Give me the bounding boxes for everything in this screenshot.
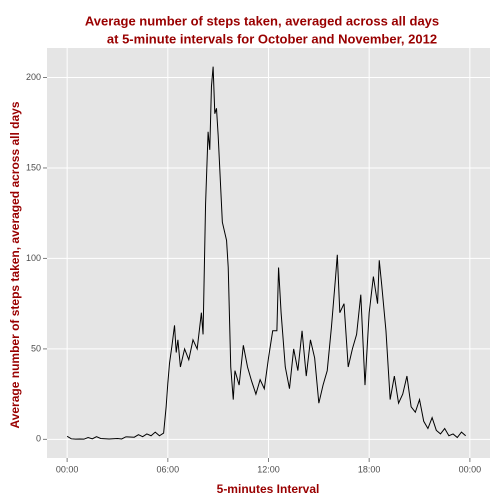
line — [66, 66, 466, 440]
chart-title: Average number of steps taken, averaged … — [85, 13, 439, 28]
y-tick-label: 100 — [26, 253, 41, 263]
x-tick-label: 06:00 — [157, 464, 180, 474]
y-tick-label: 0 — [36, 434, 41, 444]
y-tick-label: 150 — [26, 162, 41, 172]
x-tick-label: 00:00 — [56, 464, 79, 474]
y-axis-label: Average number of steps taken, averaged … — [8, 101, 22, 428]
x-tick-label: 12:00 — [257, 464, 280, 474]
y-tick-label: 50 — [31, 343, 41, 353]
y-tick-label: 200 — [26, 72, 41, 82]
x-axis-label: 5-minutes Interval — [217, 482, 320, 496]
chart-title: at 5-minute intervals for October and No… — [107, 31, 437, 46]
x-tick-label: 00:00 — [459, 464, 482, 474]
x-tick-label: 18:00 — [358, 464, 381, 474]
